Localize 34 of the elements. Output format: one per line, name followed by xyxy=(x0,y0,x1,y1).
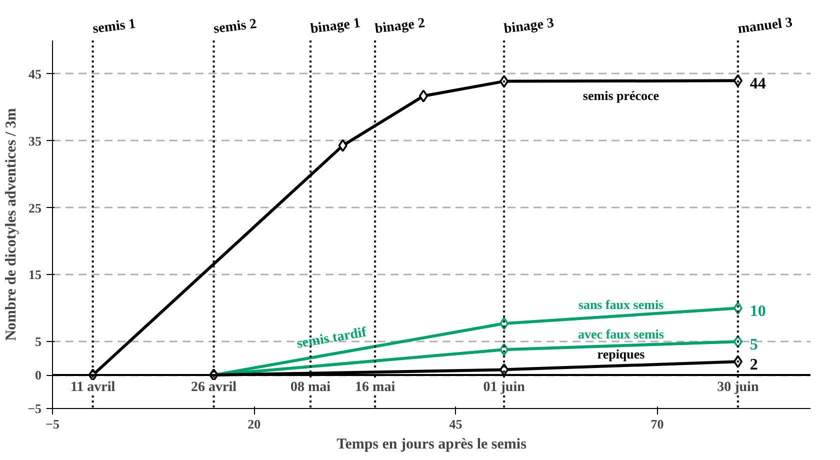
y-tick-label: 45 xyxy=(28,66,42,82)
series-label: repiques xyxy=(597,346,645,362)
annotation: 16 mai xyxy=(355,380,396,396)
annotation: 30 juin xyxy=(717,380,759,396)
data-label: 5 xyxy=(750,336,758,354)
ref-line-label: manuel 3 xyxy=(737,15,794,37)
ref-line-label: semis 1 xyxy=(92,16,137,37)
x-tick-label: 45 xyxy=(449,416,463,432)
y-tick-label: 15 xyxy=(28,267,42,282)
annotation: 01 juin xyxy=(483,380,526,396)
annotation: 08 mai xyxy=(290,380,331,396)
annotation: 11 avril xyxy=(70,380,116,396)
x-tick-label: 20 xyxy=(248,416,261,432)
series-label: semis précoce xyxy=(582,88,660,103)
data-label: 10 xyxy=(750,303,766,320)
ref-line-label: binage 1 xyxy=(310,16,362,37)
y-tick-label: 35 xyxy=(28,133,42,148)
ref-line-label: binage 3 xyxy=(503,16,555,37)
annotation: 26 avril xyxy=(191,380,237,396)
data-label: 44 xyxy=(750,76,766,93)
annotation: semis tardif xyxy=(296,325,368,352)
y-tick-label: 25 xyxy=(28,200,42,216)
series-label: avec faux semis xyxy=(578,326,664,342)
y-tick-label: 0 xyxy=(35,368,42,383)
ref-line-label: binage 2 xyxy=(374,16,426,37)
y-tick-label: −5 xyxy=(28,401,42,416)
series-label: sans faux semis xyxy=(578,296,664,312)
x-tick-label: −5 xyxy=(46,416,60,432)
ref-line-label: semis 2 xyxy=(212,16,258,37)
data-label: 2 xyxy=(750,356,758,374)
x-axis-title: Temps en jours après le semis xyxy=(336,436,527,452)
y-axis-title: Nombre de dicotyles adventices / 3m xyxy=(4,108,20,341)
x-tick-label: 70 xyxy=(650,416,664,432)
y-tick-label: 5 xyxy=(35,334,42,350)
